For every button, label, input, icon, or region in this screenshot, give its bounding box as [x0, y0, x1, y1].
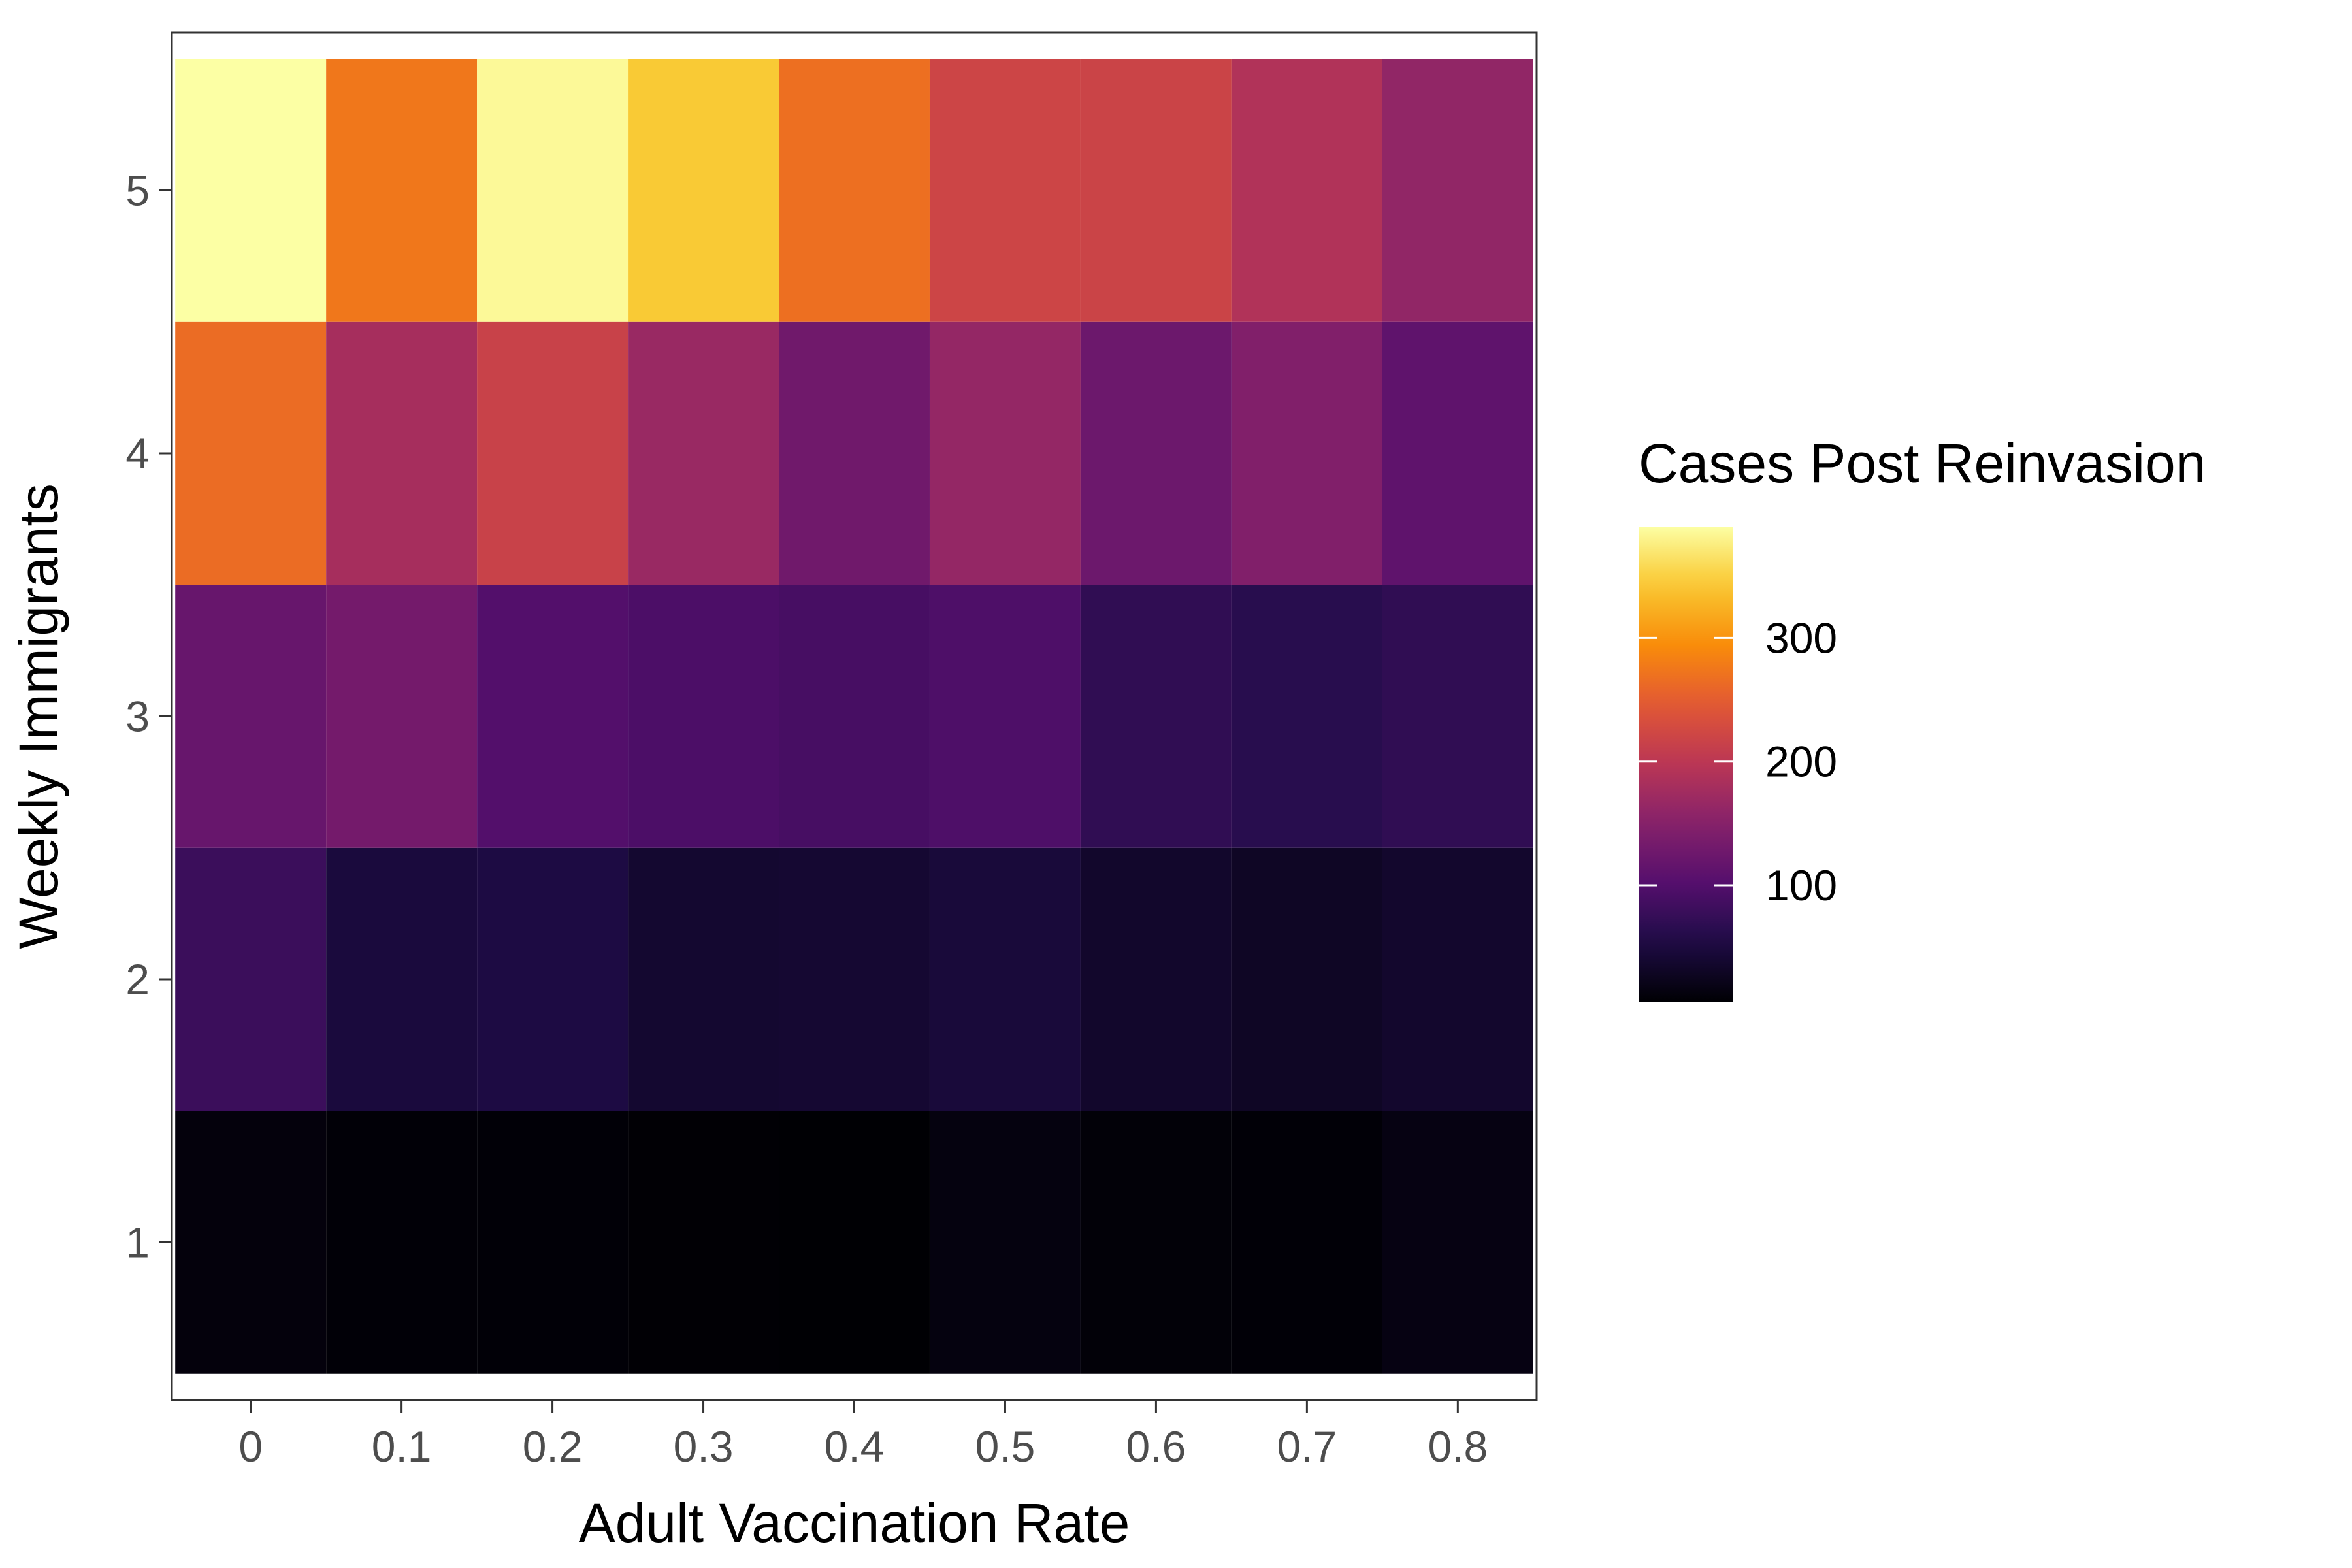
heatmap-cell	[477, 59, 629, 322]
heatmap-cell	[326, 1111, 478, 1374]
heatmap-cell	[628, 59, 779, 322]
heatmap-cell	[1382, 59, 1533, 322]
y-tick-label: 4	[125, 429, 150, 478]
heatmap-cell	[326, 59, 478, 322]
x-tick-label: 0.8	[1428, 1422, 1488, 1471]
heatmap-cell	[175, 59, 327, 322]
heatmap-cell	[1382, 321, 1533, 585]
x-tick-label: 0.7	[1277, 1422, 1337, 1471]
x-tick-label: 0	[238, 1422, 263, 1471]
x-tick-label: 0.4	[825, 1422, 885, 1471]
x-tick-label: 0.1	[372, 1422, 432, 1471]
heatmap-cell	[628, 585, 779, 848]
heatmap-cell	[326, 585, 478, 848]
heatmap-cell	[477, 321, 629, 585]
x-axis: 0 0.1 0.2 0.3 0.4 0.5 0.6 0.7 0.8	[238, 1400, 1488, 1471]
y-tick-label: 2	[125, 955, 150, 1004]
legend-tick-label: 200	[1765, 738, 1837, 786]
heatmap-cell	[477, 585, 629, 848]
y-axis: 1 2 3 4 5	[125, 167, 172, 1267]
legend-ticks: 100 200 300	[1639, 613, 1837, 909]
heatmap-cell	[477, 1111, 629, 1374]
heatmap-cell	[175, 585, 327, 848]
heatmap-cell	[326, 321, 478, 585]
x-tick-label: 0.6	[1126, 1422, 1186, 1471]
heatmap-cell	[929, 1111, 1081, 1374]
heatmap-cell	[929, 321, 1081, 585]
x-tick-label: 0.3	[674, 1422, 734, 1471]
heatmap-cell	[779, 1111, 930, 1374]
heatmap-cell	[1382, 847, 1533, 1111]
legend-tick-label: 300	[1765, 613, 1837, 662]
heatmap-cell	[1080, 847, 1232, 1111]
y-tick-label: 1	[125, 1218, 150, 1267]
y-tick-label: 5	[125, 167, 150, 215]
heatmap-cell	[779, 59, 930, 322]
heatmap-cell	[175, 321, 327, 585]
heatmap-cell	[477, 847, 629, 1111]
heatmap-cell	[1080, 585, 1232, 848]
heatmap-cell	[628, 847, 779, 1111]
heatmap-cell	[1231, 1111, 1382, 1374]
heatmap-cell	[1231, 847, 1382, 1111]
color-legend: Cases Post Reinvasion 100 200 300	[1639, 433, 2206, 1002]
heatmap-cell	[1080, 1111, 1232, 1374]
heatmap-cells	[175, 59, 1533, 1374]
heatmap-cell	[1231, 585, 1382, 848]
y-tick-label: 3	[125, 693, 150, 741]
heatmap-cell	[628, 1111, 779, 1374]
heatmap-cell	[1080, 321, 1232, 585]
legend-colorbar	[1639, 527, 1733, 1002]
heatmap-cell	[779, 847, 930, 1111]
legend-tick-label: 100	[1765, 861, 1837, 909]
y-axis-title: Weekly Immigrants	[8, 483, 69, 949]
heatmap-cell	[175, 1111, 327, 1374]
heatmap-cell	[326, 847, 478, 1111]
heatmap-cell	[1080, 59, 1232, 322]
heatmap-cell	[929, 59, 1081, 322]
x-axis-title: Adult Vaccination Rate	[579, 1492, 1130, 1554]
heatmap-cell	[779, 321, 930, 585]
heatmap-cell	[175, 847, 327, 1111]
x-tick-label: 0.5	[975, 1422, 1036, 1471]
heatmap-cell	[929, 847, 1081, 1111]
heatmap-cell	[779, 585, 930, 848]
x-tick-label: 0.2	[523, 1422, 583, 1471]
heatmap-cell	[929, 585, 1081, 848]
legend-title: Cases Post Reinvasion	[1639, 433, 2206, 494]
heatmap-cell	[1231, 59, 1382, 322]
heatmap-cell	[1382, 585, 1533, 848]
heatmap-cell	[1382, 1111, 1533, 1374]
heatmap-cell	[1231, 321, 1382, 585]
heatmap-cell	[628, 321, 779, 585]
